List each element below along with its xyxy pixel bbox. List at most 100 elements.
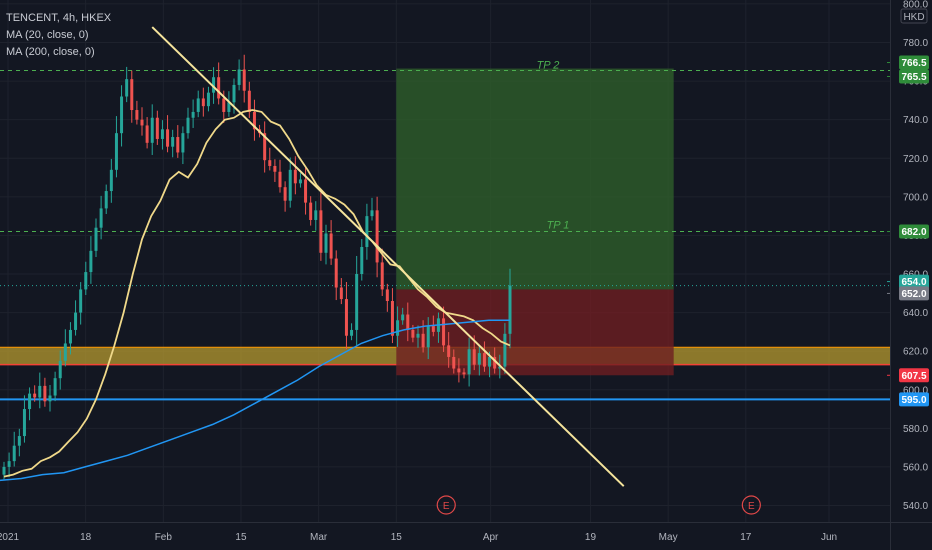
candle-body — [508, 285, 512, 334]
price-tag-label: 766.5 — [901, 58, 926, 69]
candle-body — [68, 329, 72, 344]
y-tick-label: 560.0 — [903, 462, 928, 473]
candle-body — [99, 208, 103, 228]
price-tag-box — [899, 55, 929, 70]
candle-body — [334, 258, 338, 288]
x-tick-label: Feb — [155, 532, 173, 543]
x-tick-label: 19 — [585, 532, 597, 543]
price-tag: 682.0 — [887, 224, 929, 239]
candle-body — [212, 77, 216, 93]
candle-body — [493, 356, 497, 369]
candle-body — [467, 349, 471, 375]
tp2-label: TP 2 — [537, 59, 560, 71]
legend-ma200[interactable]: MA (200, close, 0) — [6, 46, 95, 58]
candle-body — [421, 333, 425, 348]
price-tag-box — [899, 286, 929, 301]
price-tag-box — [899, 368, 929, 383]
price-tag-label: 765.5 — [901, 72, 926, 83]
candle-body — [355, 274, 359, 330]
candle-body — [181, 133, 185, 153]
candle-body — [375, 210, 379, 263]
candle-body — [28, 393, 32, 410]
candle-body — [43, 385, 47, 402]
candle-body — [365, 216, 369, 247]
candle-body — [390, 301, 394, 336]
candle-body — [498, 366, 502, 369]
y-tick-label: 780.0 — [903, 38, 928, 49]
candle-body — [176, 137, 180, 153]
candle-body — [288, 169, 292, 201]
candle-body — [89, 250, 93, 273]
candle-body — [411, 329, 415, 338]
tp1-label: TP 1 — [547, 220, 570, 232]
moving-averages — [0, 109, 511, 482]
candle-body — [74, 312, 78, 330]
candle-body — [380, 262, 384, 290]
candle-body — [38, 385, 42, 398]
candle-body — [396, 320, 400, 336]
currency-badge — [900, 8, 928, 24]
earnings-circle — [741, 495, 761, 515]
candle-body — [186, 117, 190, 134]
earnings-circle — [436, 495, 456, 515]
candle-body — [150, 117, 154, 143]
price-tag-box — [899, 274, 929, 289]
candle-body — [196, 98, 200, 112]
trendline[interactable] — [151, 26, 625, 487]
candle-body — [263, 133, 267, 161]
stop-zone — [396, 289, 674, 376]
candle-body — [206, 92, 210, 107]
chart-grid — [0, 0, 890, 522]
candle-body — [385, 289, 389, 302]
candle-body — [114, 133, 118, 170]
candle-body — [324, 233, 328, 253]
x-tick-label: May — [659, 532, 678, 543]
x-axis: 2021 18 Feb 15 Mar 15 Apr 19 May 17 Jun — [0, 522, 932, 543]
candle-body — [309, 202, 313, 220]
candlestick-series — [2, 54, 512, 480]
price-tag: 595.0 — [887, 392, 929, 407]
candle-body — [482, 353, 486, 367]
candle-body — [48, 395, 52, 402]
candle-body — [406, 314, 410, 330]
price-tag-label: 652.0 — [901, 289, 926, 300]
candle-body — [426, 326, 430, 348]
candle-body — [201, 98, 205, 107]
candle-body — [58, 360, 62, 379]
x-tick-label: 17 — [740, 532, 752, 543]
candle-body — [94, 227, 98, 251]
x-tick-label: 18 — [80, 532, 92, 543]
price-tag: 765.5 — [887, 69, 929, 84]
candle-body — [33, 393, 37, 398]
candle-body — [222, 98, 226, 112]
price-tag: 607.5 — [887, 368, 929, 383]
candle-body — [344, 299, 348, 336]
candle-body — [109, 169, 113, 192]
candle-body — [171, 137, 175, 147]
candle-body — [120, 96, 124, 134]
candle-body — [273, 165, 277, 172]
candle-body — [7, 461, 11, 467]
candle-body — [237, 69, 241, 85]
y-tick-label: 620.0 — [903, 347, 928, 358]
candle-body — [304, 179, 308, 203]
price-tag-box — [899, 224, 929, 239]
candle-body — [488, 356, 492, 367]
y-tick-label: 540.0 — [903, 501, 928, 512]
downtrend-line — [151, 26, 625, 487]
candle-body — [247, 90, 251, 112]
candle-body — [503, 333, 507, 367]
candle-body — [227, 102, 231, 112]
price-tag-label: 682.0 — [901, 227, 926, 238]
candle-body — [166, 129, 170, 147]
legend-symbol[interactable]: TENCENT, 4h, HKEX — [6, 12, 112, 24]
x-tick-label: Apr — [483, 532, 499, 543]
candle-body — [268, 160, 272, 166]
candle-body — [350, 329, 354, 336]
earnings-event-2: E — [741, 495, 761, 515]
legend-ma20[interactable]: MA (20, close, 0) — [6, 29, 89, 41]
price-tag: 652.0 — [887, 286, 929, 301]
x-tick-label: Jun — [821, 532, 837, 543]
